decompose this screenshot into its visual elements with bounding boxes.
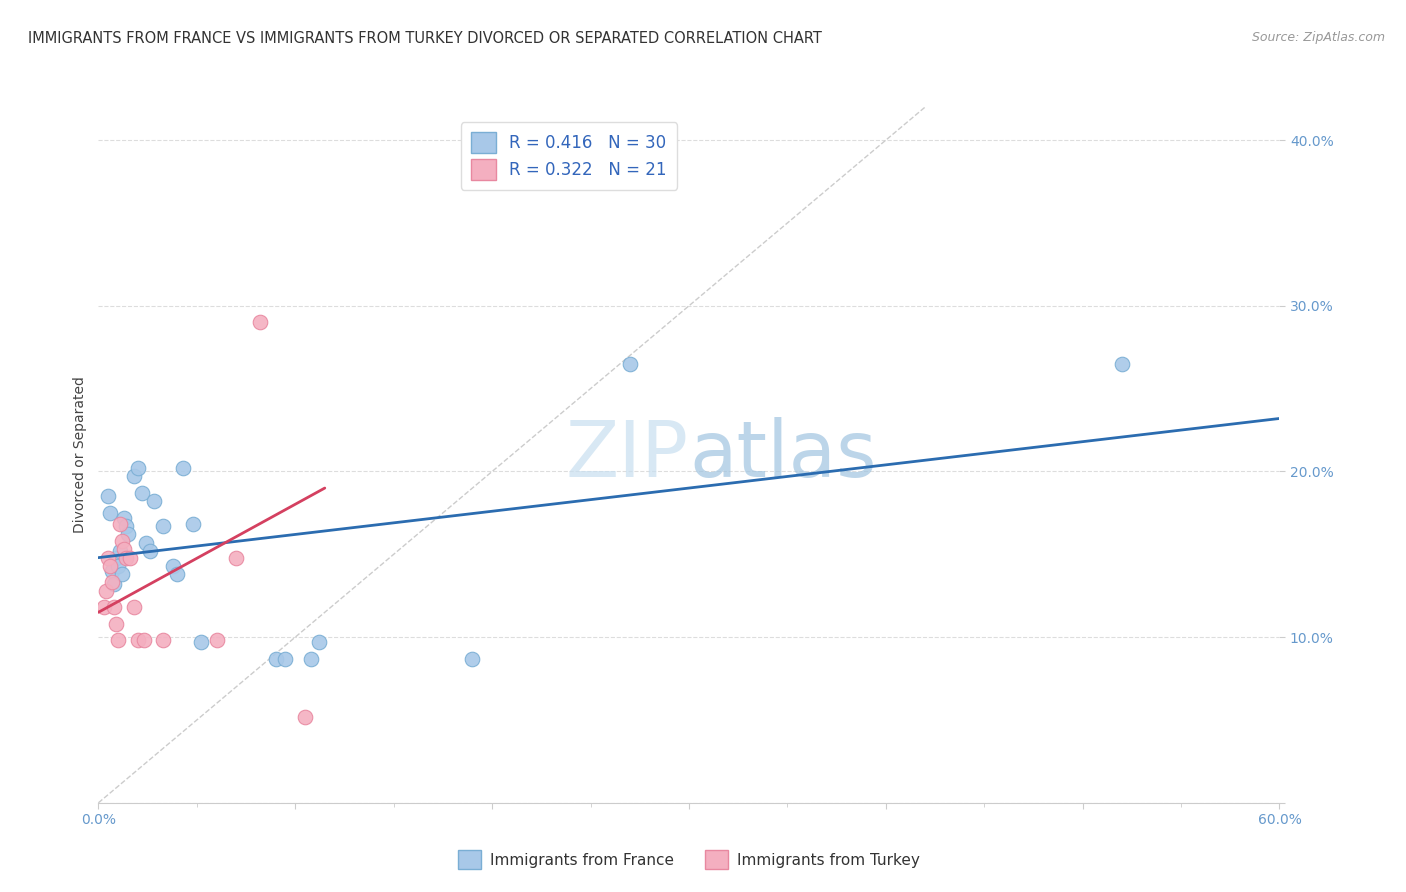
Point [117, 527, 139, 541]
Point [299, 651, 322, 665]
Point [93, 600, 115, 615]
Point [135, 535, 157, 549]
Point [98, 506, 121, 520]
Point [162, 558, 184, 573]
Point [101, 575, 124, 590]
Point [101, 564, 124, 578]
Point [152, 633, 174, 648]
Text: atlas: atlas [689, 417, 876, 493]
Point [108, 544, 131, 558]
Point [127, 633, 149, 648]
Point [112, 542, 135, 557]
Point [138, 544, 160, 558]
Point [274, 651, 297, 665]
Point [103, 577, 125, 591]
Point [96, 583, 118, 598]
Point [122, 600, 145, 615]
Point [181, 517, 204, 532]
Text: Source: ZipAtlas.com: Source: ZipAtlas.com [1251, 31, 1385, 45]
Point [142, 494, 165, 508]
Point [107, 558, 129, 573]
Point [225, 550, 247, 565]
Point [461, 651, 484, 665]
Point [97, 550, 120, 565]
Point [264, 651, 287, 665]
Point [1111, 357, 1133, 371]
Point [205, 633, 228, 648]
Point [105, 550, 128, 565]
Legend: Immigrants from France, Immigrants from Turkey: Immigrants from France, Immigrants from … [453, 845, 925, 875]
Point [115, 519, 138, 533]
Y-axis label: Divorced or Separated: Divorced or Separated [73, 376, 87, 533]
Point [132, 633, 155, 648]
Point [127, 461, 149, 475]
Point [118, 550, 141, 565]
Point [103, 600, 125, 615]
Text: IMMIGRANTS FROM FRANCE VS IMMIGRANTS FROM TURKEY DIVORCED OR SEPARATED CORRELATI: IMMIGRANTS FROM FRANCE VS IMMIGRANTS FRO… [28, 31, 823, 46]
Point [111, 567, 134, 582]
Point [112, 511, 135, 525]
Point [108, 517, 131, 532]
Point [98, 558, 121, 573]
Text: ZIP: ZIP [567, 417, 689, 493]
Point [107, 633, 129, 648]
Point [115, 550, 138, 565]
Point [172, 461, 194, 475]
Point [97, 489, 120, 503]
Point [190, 635, 212, 649]
Point [294, 709, 316, 723]
Point [152, 519, 174, 533]
Point [111, 534, 134, 549]
Point [122, 469, 145, 483]
Point [619, 357, 641, 371]
Point [105, 616, 128, 631]
Point [166, 567, 188, 582]
Point [131, 486, 153, 500]
Point [308, 635, 330, 649]
Point [249, 315, 271, 329]
